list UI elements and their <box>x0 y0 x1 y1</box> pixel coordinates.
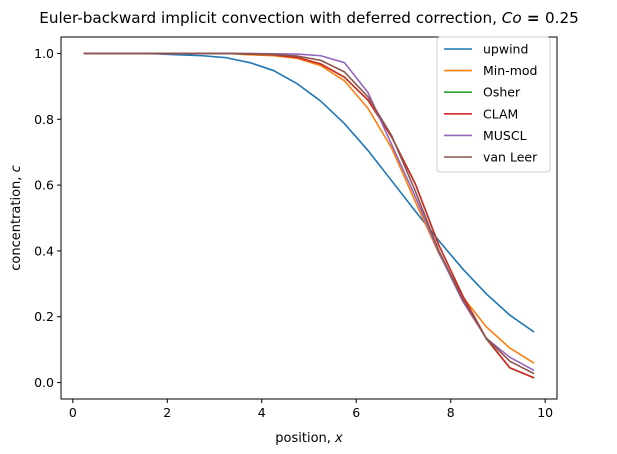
x-tick-label: 4 <box>258 405 266 420</box>
legend-label-min-mod: Min-mod <box>483 63 537 78</box>
x-tick-label: 2 <box>163 405 171 420</box>
title-value: 0.25 <box>545 9 579 27</box>
y-axis-label: concentration, c <box>9 165 24 270</box>
y-axis-label-variable: c <box>9 165 24 172</box>
x-axis-label-variable: x <box>334 431 343 446</box>
y-axis-label-text: concentration, <box>9 172 24 270</box>
series-line-van-leer <box>83 52 535 375</box>
series-lines <box>83 52 535 379</box>
y-tick-label: 0.2 <box>34 309 54 324</box>
y-tick-label: 0.4 <box>34 243 54 258</box>
x-tick-label: 6 <box>352 405 360 420</box>
legend-label-muscl: MUSCL <box>483 128 527 143</box>
legend-label-osher: Osher <box>483 85 521 100</box>
x-tick-label: 10 <box>537 405 553 420</box>
legend: upwind Min-mod Osher CLAM MUSCL van Leer <box>436 36 551 173</box>
title-variable: Co <box>502 9 522 27</box>
x-tick-label: 0 <box>69 405 77 420</box>
legend-label-van-leer: van Leer <box>483 150 538 165</box>
y-tick-label: 1.0 <box>34 46 54 61</box>
legend-label-upwind: upwind <box>483 42 528 57</box>
axes-frame <box>60 36 558 400</box>
y-axis: 0.0 0.2 0.4 0.6 0.8 1.0 <box>34 46 61 390</box>
y-tick-label: 0.0 <box>34 375 54 390</box>
x-axis-label-text: position, <box>275 431 335 446</box>
legend-label-clam: CLAM <box>483 106 518 121</box>
title-equals: = <box>522 9 545 27</box>
title-prefix: Euler-backward implicit convection with … <box>39 9 502 27</box>
x-tick-label: 8 <box>447 405 455 420</box>
chart-title: Euler-backward implicit convection with … <box>39 9 579 27</box>
x-axis-label: position, x <box>275 431 343 446</box>
y-tick-label: 0.8 <box>34 112 54 127</box>
x-axis: 0 2 4 6 8 10 <box>69 399 553 420</box>
y-tick-label: 0.6 <box>34 178 54 193</box>
plot-area <box>60 36 558 400</box>
